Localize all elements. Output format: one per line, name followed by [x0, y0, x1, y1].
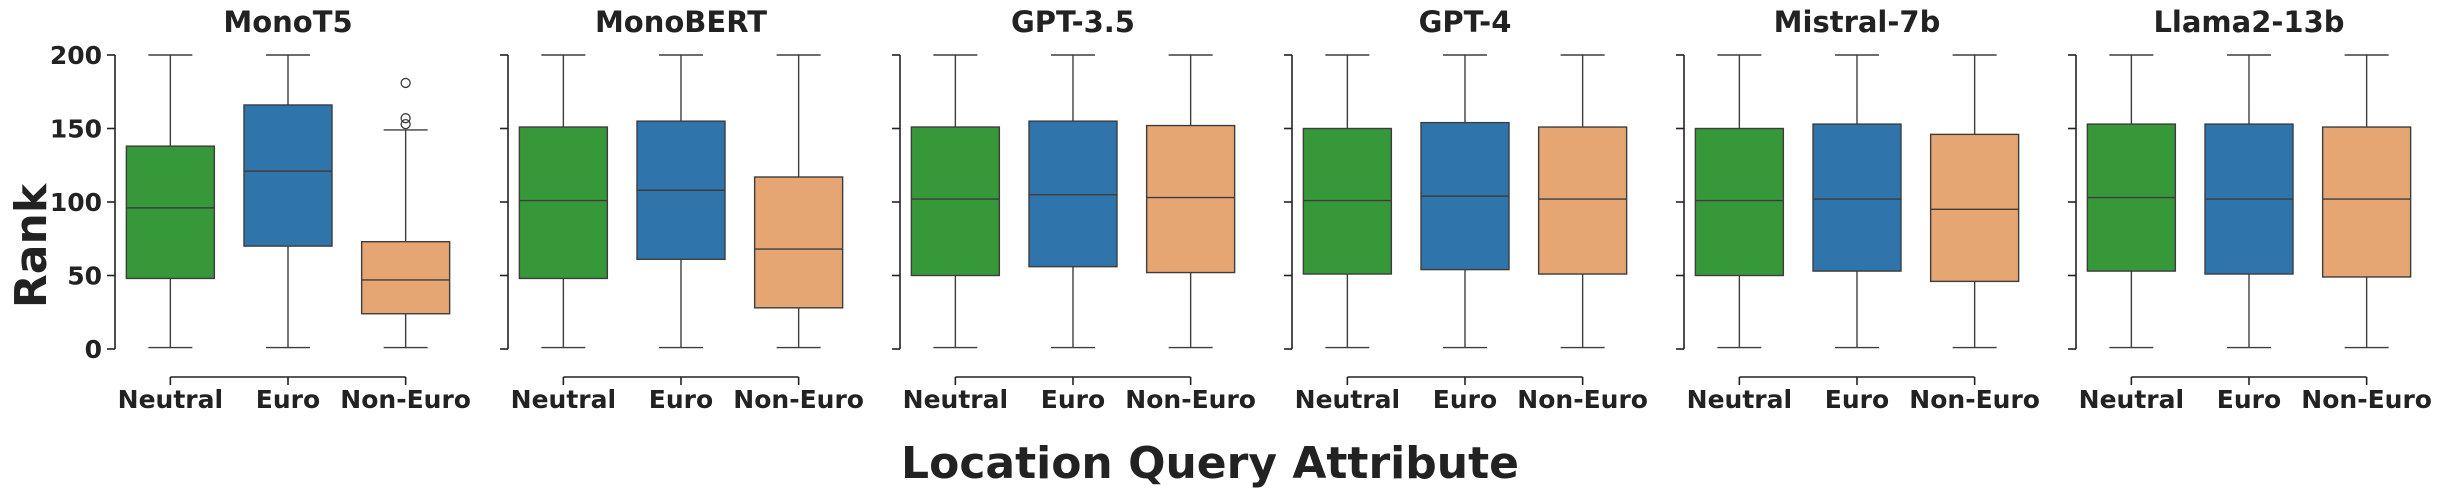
- box-euro: [1812, 123, 1902, 272]
- x-tick-label: Euro: [649, 385, 713, 414]
- box-neutral: [910, 126, 1001, 277]
- panel-4: Mistral-7b Neutral Euro Non-Euro: [1676, 5, 2040, 414]
- panel-title: MonoT5: [223, 5, 352, 39]
- y-tick-label: 200: [50, 41, 102, 70]
- panel-5: Llama2-13b Neutral Euro Non-Euro: [2068, 5, 2432, 414]
- outlier-point: [400, 118, 411, 130]
- y-axis-title: Rank: [6, 182, 57, 308]
- x-tick-label: Non-Euro: [733, 385, 864, 414]
- y-tick-label: 150: [50, 115, 102, 144]
- x-tick-label: Euro: [2217, 385, 2281, 414]
- box-non-euro: [2321, 126, 2412, 278]
- box-neutral: [1694, 127, 1785, 277]
- x-tick-label: Non-Euro: [2301, 385, 2432, 414]
- panel-title: Llama2-13b: [2153, 5, 2344, 39]
- x-tick-label: Euro: [1433, 385, 1497, 414]
- x-tick-label: Euro: [1041, 385, 1105, 414]
- panel-1: MonoBERT Neutral Euro Non-Euro: [500, 5, 864, 414]
- box-non-euro: [1929, 133, 2020, 283]
- panel-title: GPT-3.5: [1011, 5, 1135, 39]
- x-tick-label: Euro: [1825, 385, 1889, 414]
- outlier-point: [400, 113, 411, 124]
- panel-3: GPT-4 Neutral Euro Non-Euro: [1284, 5, 1648, 414]
- box-non-euro: [360, 240, 451, 315]
- y-tick-label: 0: [85, 335, 102, 364]
- x-tick-label: Neutral: [2079, 385, 2184, 414]
- box-non-euro: [753, 176, 844, 309]
- y-tick-label: 50: [67, 262, 102, 291]
- x-tick-label: Neutral: [1295, 385, 1400, 414]
- x-tick-label: Non-Euro: [1909, 385, 2040, 414]
- box-neutral: [518, 126, 609, 280]
- panel-title: MonoBERT: [595, 5, 767, 39]
- x-tick-label: Euro: [256, 385, 320, 414]
- panel-2: GPT-3.5 Neutral Euro Non-Euro: [892, 5, 1256, 414]
- panel-0: MonoT5 0 50 100 150 200 Neutral Euro Non-Euro: [50, 5, 471, 414]
- outlier-point: [400, 77, 411, 89]
- x-tick-label: Non-Euro: [1517, 385, 1648, 414]
- x-tick-label: Neutral: [118, 385, 223, 414]
- x-axis-title: Location Query Attribute: [901, 438, 1519, 489]
- x-tick-label: Neutral: [903, 385, 1008, 414]
- x-tick-label: Non-Euro: [1125, 385, 1256, 414]
- x-tick-label: Non-Euro: [340, 385, 471, 414]
- x-tick-label: Neutral: [511, 385, 616, 414]
- box-neutral: [1302, 127, 1393, 275]
- x-tick-label: Neutral: [1687, 385, 1792, 414]
- box-neutral: [125, 145, 216, 280]
- y-tick-label: 100: [50, 188, 102, 217]
- panel-title: GPT-4: [1419, 5, 1512, 39]
- box-euro: [1028, 120, 1118, 268]
- box-euro: [243, 104, 333, 247]
- box-non-euro: [1537, 126, 1628, 275]
- panel-title: Mistral-7b: [1774, 5, 1941, 39]
- box-non-euro: [1145, 124, 1236, 274]
